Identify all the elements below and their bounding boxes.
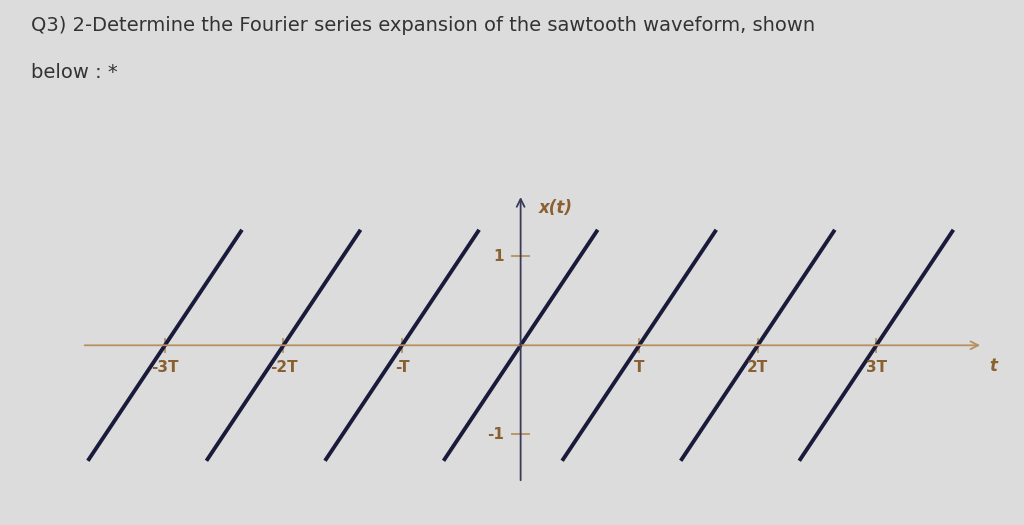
Text: 2T: 2T bbox=[748, 360, 768, 375]
Text: t: t bbox=[989, 357, 997, 375]
Text: 3T: 3T bbox=[865, 360, 887, 375]
Text: -2T: -2T bbox=[269, 360, 297, 375]
Text: Q3) 2-Determine the Fourier series expansion of the sawtooth waveform, shown: Q3) 2-Determine the Fourier series expan… bbox=[31, 16, 815, 35]
Text: -3T: -3T bbox=[152, 360, 178, 375]
Text: -1: -1 bbox=[487, 427, 504, 442]
Text: T: T bbox=[634, 360, 644, 375]
Text: below : *: below : * bbox=[31, 63, 118, 82]
Text: -T: -T bbox=[394, 360, 410, 375]
Text: 1: 1 bbox=[494, 249, 504, 264]
Text: x(t): x(t) bbox=[539, 198, 572, 217]
